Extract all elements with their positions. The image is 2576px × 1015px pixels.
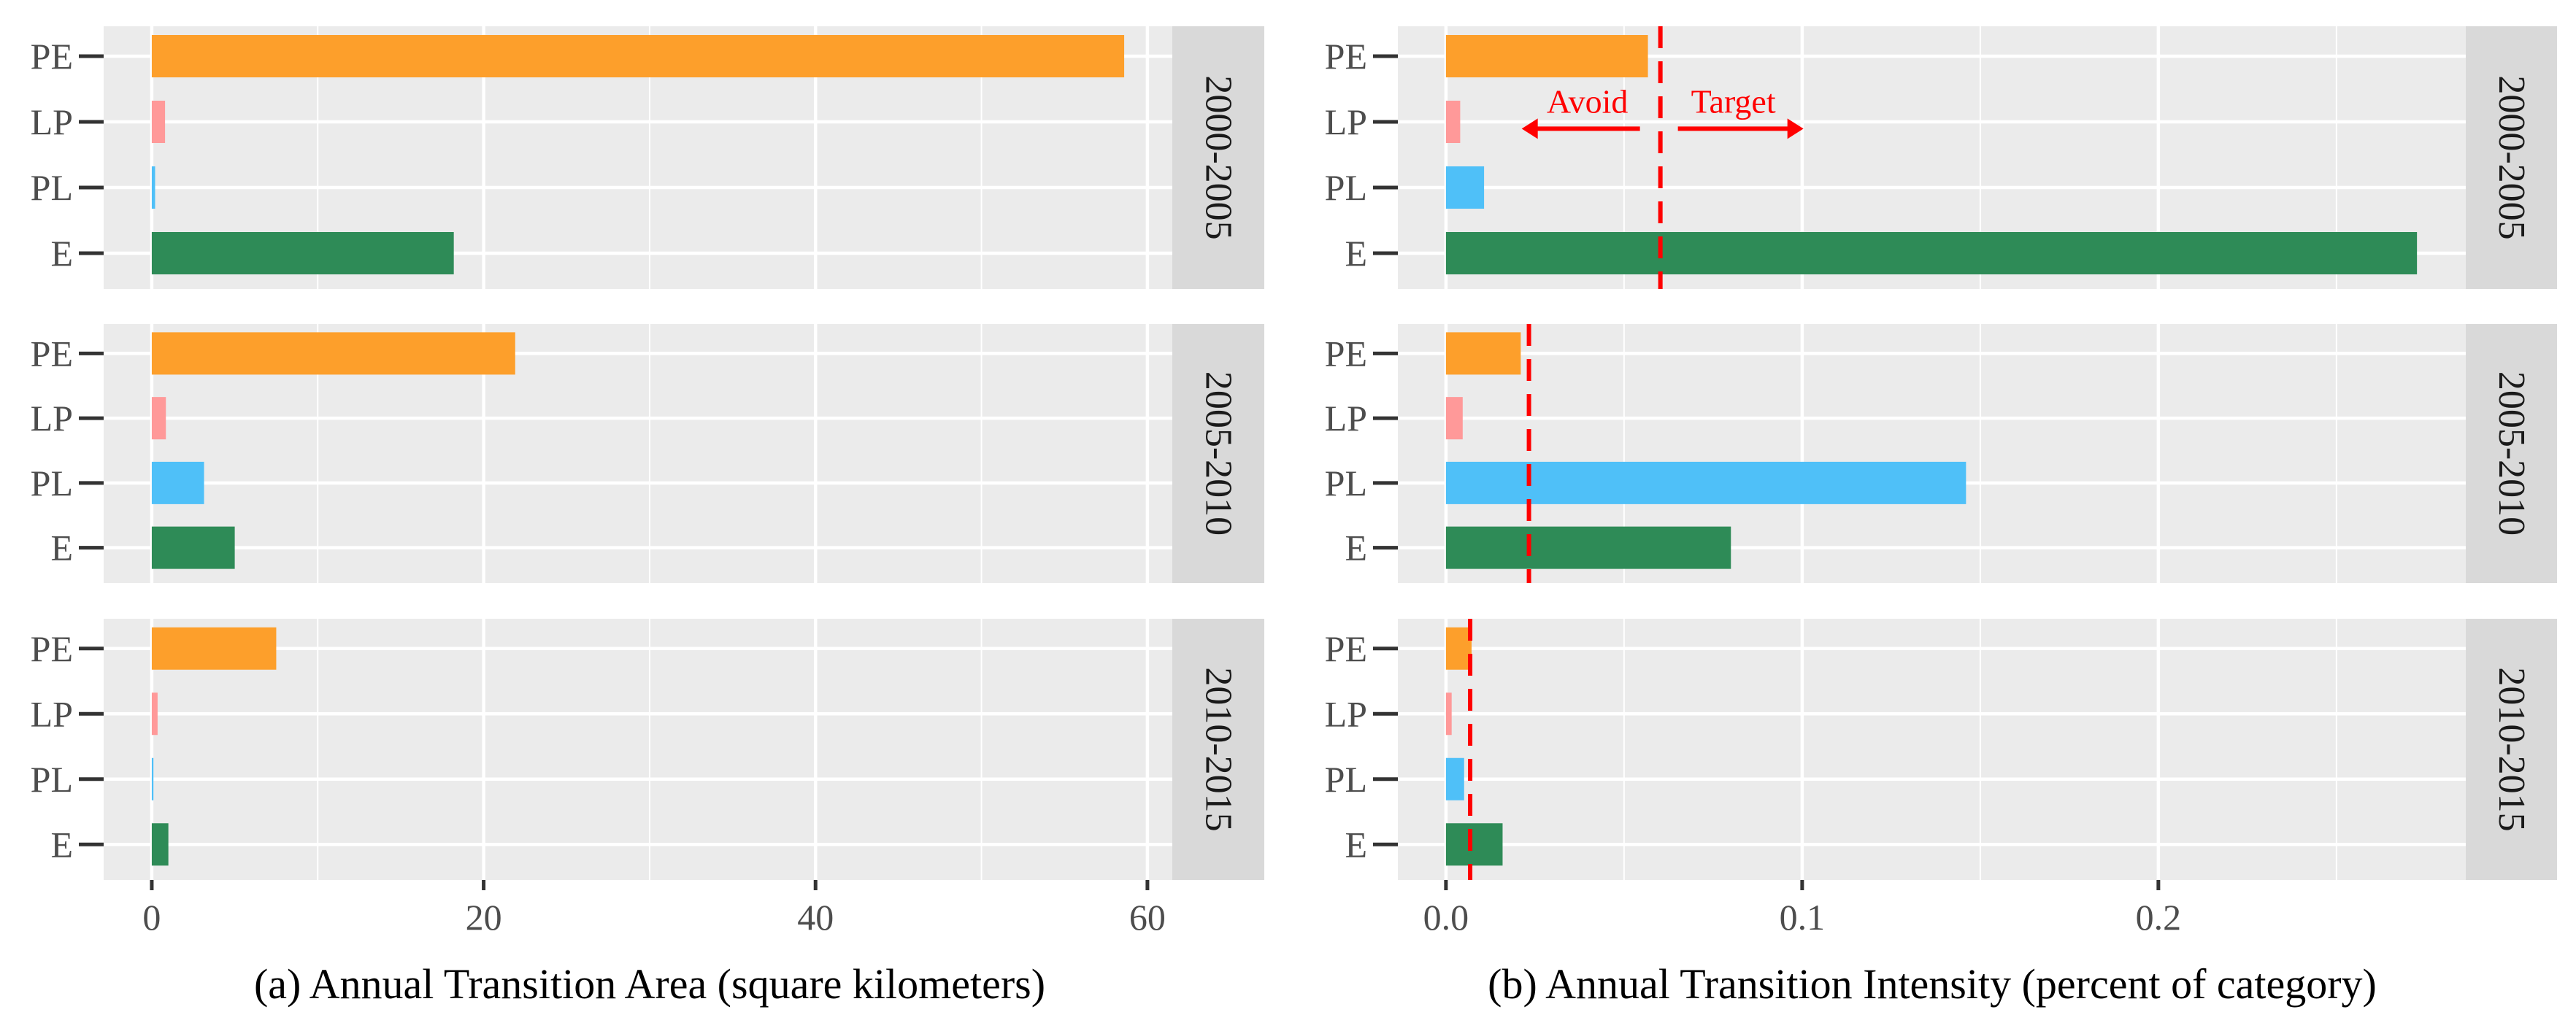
y-tick-label-LP: LP <box>31 398 73 439</box>
bar-LP-2010-2015 <box>151 692 158 736</box>
y-tick-label-LP: LP <box>1325 101 1367 142</box>
x-tick-label: 0 <box>142 897 161 938</box>
facet-strip <box>2466 619 2557 880</box>
bar-E-2005-2010 <box>151 526 235 569</box>
y-tick-label-PL: PL <box>1325 463 1367 503</box>
panel-a-x-axis-title: (a) Annual Transition Area (square kilom… <box>254 960 1045 1008</box>
bar-LP-2005-2010 <box>1445 397 1463 440</box>
bar-PL-2005-2010 <box>1445 461 1966 504</box>
facet-2000-2005: PE LP PL E 2000-2005 <box>31 26 1264 289</box>
bar-PL-2000-2005 <box>1445 166 1485 209</box>
avoid-arrowhead-icon <box>1521 118 1538 139</box>
facet-strip-label: 2005-2010 <box>1198 371 1239 536</box>
x-tick-label: 60 <box>1129 897 1166 938</box>
y-tick-label-PL: PL <box>1325 759 1367 800</box>
y-tick-label-E: E <box>1345 824 1367 865</box>
y-tick-label-E: E <box>50 824 73 865</box>
target-label: Target <box>1691 82 1776 120</box>
bar-LP-2000-2005 <box>151 101 166 143</box>
y-tick-label-LP: LP <box>1325 398 1367 439</box>
y-tick-label-E: E <box>50 528 73 568</box>
bar-LP-2005-2010 <box>151 397 166 440</box>
y-tick-label-PE: PE <box>1325 36 1367 77</box>
bar-PE-2010-2015 <box>151 627 277 670</box>
y-tick-label-PE: PE <box>1325 628 1367 669</box>
bar-E-2005-2010 <box>1445 526 1731 569</box>
facet-2010-2015: PE LP PL E 2010-2015 <box>31 619 1264 880</box>
bar-PE-2000-2005 <box>151 35 1125 77</box>
y-tick-label-PE: PE <box>1325 333 1367 374</box>
bar-PE-2005-2010 <box>1445 332 1521 375</box>
panel-b-x-axis-title: (b) Annual Transition Intensity (percent… <box>1488 960 2377 1008</box>
facet-strip <box>1172 324 1264 583</box>
panel-background <box>104 619 1172 880</box>
bar-PL-2005-2010 <box>151 461 204 504</box>
facet-strip-label: 2010-2015 <box>2491 667 2532 831</box>
y-tick-label-PL: PL <box>1325 167 1367 208</box>
y-tick-label-PE: PE <box>31 36 73 77</box>
y-tick-label-LP: LP <box>31 101 73 142</box>
bar-LP-2010-2015 <box>1445 692 1452 736</box>
y-tick-label-PE: PE <box>31 628 73 669</box>
facet-2005-2010: PE LP PL E 2005-2010 <box>1325 324 2557 583</box>
y-tick-label-PL: PL <box>31 167 73 208</box>
y-tick-label-PL: PL <box>31 463 73 503</box>
bar-E-2010-2015 <box>151 823 169 866</box>
avoid-label: Avoid <box>1547 82 1629 120</box>
bar-E-2010-2015 <box>1445 823 1503 866</box>
bar-PL-2010-2015 <box>1445 757 1464 800</box>
x-tick-label: 0.0 <box>1423 897 1469 938</box>
bar-E-2000-2005 <box>1445 232 2418 274</box>
y-tick-label-PL: PL <box>31 759 73 800</box>
facet-strip-label: 2000-2005 <box>2491 75 2532 239</box>
bar-PE-2010-2015 <box>1445 627 1472 670</box>
facet-strip-label: 2005-2010 <box>2491 371 2532 536</box>
bar-E-2000-2005 <box>151 232 454 274</box>
y-tick-label-LP: LP <box>31 693 73 734</box>
bar-PE-2005-2010 <box>151 332 515 375</box>
facet-strip-label: 2010-2015 <box>1198 667 1239 831</box>
x-tick-label: 40 <box>797 897 834 938</box>
panel-a-transition-area: PE LP PL E 2000-2005 PE LP PL E 2005-2010 PE LP PL E 2… <box>31 26 1264 938</box>
y-tick-label-E: E <box>1345 528 1367 568</box>
facet-2005-2010: PE LP PL E 2005-2010 <box>31 324 1264 583</box>
y-tick-label-E: E <box>1345 233 1367 274</box>
panel-b-transition-intensity: PE LP PL E 2000-2005 Avoid Target PE LP PL E 2005-2… <box>1325 26 2557 938</box>
facet-strip <box>2466 26 2557 289</box>
facet-strip <box>1172 619 1264 880</box>
x-tick-label: 0.2 <box>2136 897 2182 938</box>
facet-strip <box>1172 26 1264 289</box>
bar-LP-2000-2005 <box>1445 101 1461 143</box>
x-tick-label: 0.1 <box>1780 897 1826 938</box>
target-arrowhead-icon <box>1787 118 1804 139</box>
facet-strip-label: 2000-2005 <box>1198 75 1239 239</box>
y-tick-label-LP: LP <box>1325 693 1367 734</box>
avoid-target-annotation: Avoid Target <box>1521 82 1804 139</box>
facet-2010-2015: PE LP PL E 2010-2015 <box>1325 619 2557 880</box>
y-tick-label-E: E <box>50 233 73 274</box>
bar-PE-2000-2005 <box>1445 35 1648 77</box>
bar-PL-2010-2015 <box>151 757 154 800</box>
x-tick-label: 20 <box>466 897 502 938</box>
y-tick-label-PE: PE <box>31 333 73 374</box>
facet-strip <box>2466 324 2557 583</box>
facet-2000-2005: PE LP PL E 2000-2005 Avoid Target <box>1325 26 2557 289</box>
panel-background <box>1398 619 2466 880</box>
bar-PL-2000-2005 <box>151 166 155 209</box>
